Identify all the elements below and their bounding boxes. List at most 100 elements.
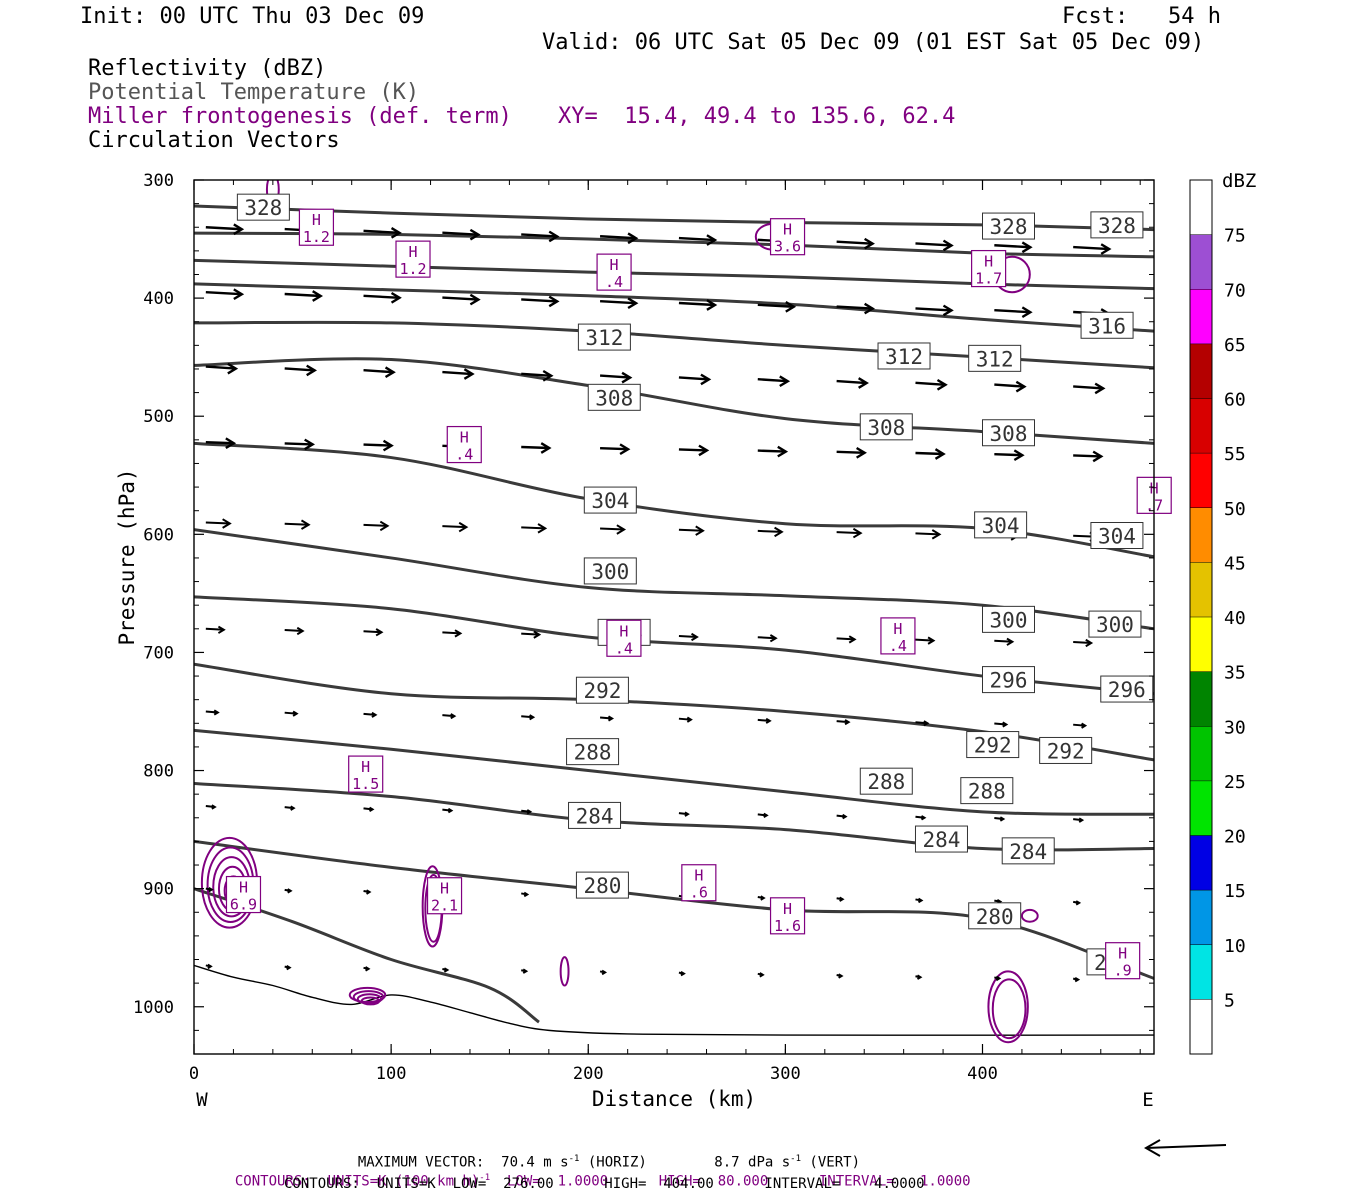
colorbar-segment-10	[1190, 890, 1212, 945]
theta-label: 292	[575, 676, 629, 704]
circulation-vector	[284, 519, 311, 530]
colorbar-label: 15	[1224, 881, 1246, 902]
vector-head	[684, 811, 690, 817]
colorbar-segment-60	[1190, 343, 1212, 399]
theta-label-box	[982, 212, 1036, 240]
vector-shaft	[363, 294, 400, 300]
circulation-vector	[284, 626, 305, 636]
vector-head	[621, 371, 633, 384]
max-vector-note: MAXIMUM VECTOR: 70.4 m s-1 (HORIZ) 8.7 d…	[341, 1138, 860, 1171]
y-axis-title: Pressure (hPa)	[115, 468, 139, 645]
theta-label-box	[877, 342, 931, 370]
frontogenesis-max-h: H	[408, 243, 417, 261]
theta-label-box	[1088, 610, 1142, 638]
vector-shaft	[836, 379, 867, 385]
y-tick-label: 300	[143, 171, 174, 191]
vector-shaft	[994, 244, 1031, 249]
vector-shaft	[994, 453, 1023, 457]
vector-head	[927, 636, 936, 645]
vector-shaft	[757, 529, 782, 533]
vector-head	[304, 438, 316, 451]
circulation-vector	[915, 448, 946, 460]
vector-head	[287, 888, 293, 894]
vector-head	[213, 709, 220, 716]
vector-head	[526, 809, 533, 815]
theta-label-box	[968, 902, 1022, 930]
frontogenesis-max-value: .6	[690, 884, 708, 902]
circulation-vector	[284, 364, 318, 377]
circulation-vector	[284, 888, 293, 894]
circulation-vector	[442, 293, 481, 306]
theta-label-text: 328	[1098, 214, 1136, 238]
theta-label-box	[587, 383, 641, 411]
vector-head	[999, 816, 1006, 822]
vector-shaft	[363, 443, 392, 447]
max-vector-vertical-exponent: -1	[790, 1154, 801, 1164]
circulation-vector	[442, 521, 469, 533]
vector-head	[548, 295, 560, 308]
east-label: E	[1142, 1089, 1153, 1111]
colorbar-label: 50	[1224, 499, 1246, 520]
theta-label: 284	[914, 825, 968, 853]
vector-head	[619, 443, 631, 456]
colorbar-label: 45	[1224, 553, 1246, 574]
vector-head	[533, 630, 542, 639]
circulation-vector	[757, 972, 765, 978]
vector-head	[856, 446, 867, 459]
circulation-vector	[284, 290, 324, 302]
vector-head	[469, 228, 481, 241]
vector-head	[369, 806, 375, 813]
vector-shaft	[836, 531, 861, 535]
circulation-vector	[600, 297, 639, 310]
circulation-vector	[678, 970, 686, 977]
vector-shaft	[915, 451, 944, 456]
circulation-vector	[678, 299, 718, 311]
frontogenesis-max-label: H.6	[681, 864, 717, 902]
frontogenesis-max-label: H1.2	[298, 208, 335, 246]
theta-title: Potential Temperature (K)	[88, 80, 420, 105]
vector-shaft	[521, 298, 558, 303]
circulation-vector	[600, 524, 627, 535]
x-axis-title: Distance (km)	[592, 1087, 756, 1111]
frontogenesis-max-box	[446, 425, 482, 464]
frontogenesis-max-value: 1.5	[352, 775, 379, 793]
theta-contour-320	[194, 258, 1154, 291]
circulation-vector	[836, 446, 867, 459]
frontogenesis-max-box	[1105, 942, 1141, 980]
vector-head	[934, 448, 946, 460]
vector-head	[1092, 450, 1104, 463]
fronto-blob-190km	[559, 956, 570, 987]
theta-label: 308	[587, 383, 641, 411]
vector-shaft	[836, 637, 855, 641]
circulation-vector	[994, 721, 1009, 728]
circulation-vector	[915, 815, 927, 821]
vector-shaft	[994, 639, 1013, 643]
vector-head	[1021, 241, 1033, 254]
vector-head	[447, 807, 454, 814]
theta-label: 312	[877, 342, 931, 370]
vector-shaft	[678, 376, 710, 381]
vector-head	[601, 969, 608, 976]
frontogenesis-max-label: H6.9	[225, 875, 262, 914]
vector-shaft	[442, 231, 479, 236]
x-tick-label: 100	[376, 1064, 407, 1084]
vector-head	[706, 234, 718, 246]
theta-label: 328	[1090, 211, 1144, 239]
y-tick-label: 600	[143, 525, 174, 545]
vector-shaft	[442, 370, 473, 376]
frontogenesis-max-value: .4	[455, 446, 473, 464]
frontogenesis-max-label: H1.7	[971, 249, 1007, 288]
vector-head	[222, 518, 232, 529]
circulation-vector	[284, 964, 292, 971]
circulation-vector	[521, 295, 560, 308]
vector-shaft	[205, 441, 234, 445]
circulation-vector	[363, 520, 390, 532]
frontogenesis-contours-units: CONTOURS: UNITS=K (100 km h)	[234, 1173, 480, 1190]
frontogenesis-max-label: H1.2	[395, 240, 431, 278]
theta-label-box	[914, 825, 968, 853]
frontogenesis-max-h: H	[984, 253, 993, 271]
circulation-vector	[678, 811, 690, 817]
circulation-vector	[757, 895, 766, 901]
circulation-vector	[757, 526, 784, 538]
